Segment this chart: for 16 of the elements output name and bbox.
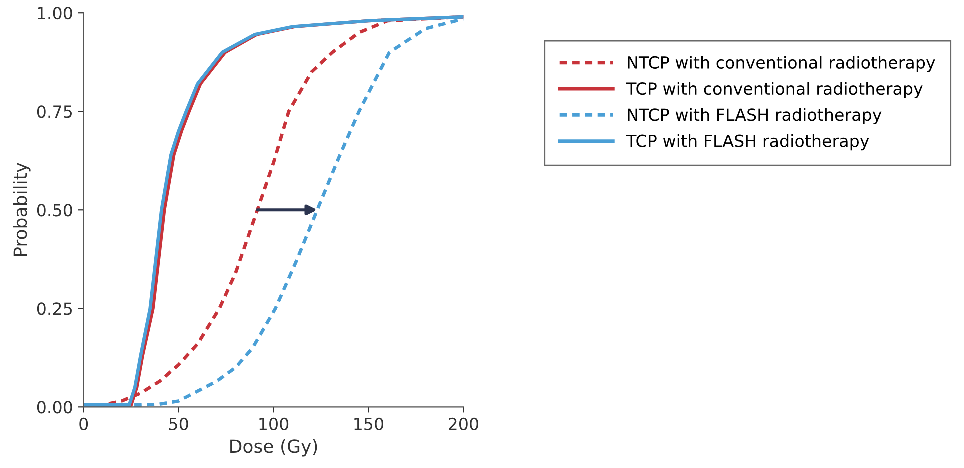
- y-axis-title: Probability: [13, 162, 31, 256]
- legend-label: NTCP with conventional radiotherapy: [628, 56, 936, 72]
- x-tick-label: 50: [170, 418, 188, 430]
- x-tick-label: 200: [449, 418, 478, 430]
- y-tick-label: 0.25: [37, 302, 72, 316]
- x-tick-label: 150: [354, 418, 384, 430]
- y-tick-label: 0.75: [37, 106, 72, 118]
- y-tick-label: 1.00: [38, 7, 72, 20]
- legend-label: TCP with conventional radiotherapy: [626, 82, 923, 98]
- x-axis-title: Dose (Gy): [230, 439, 318, 457]
- y-tick-label: 0.50: [37, 204, 72, 217]
- x-tick-label: 100: [260, 418, 289, 430]
- legend-label: TCP with FLASH radiotherapy: [626, 134, 870, 151]
- y-tick-label: 0.00: [37, 401, 72, 414]
- x-tick-label: 0: [80, 418, 88, 430]
- legend-label: NTCP with FLASH radiotherapy: [628, 108, 882, 124]
